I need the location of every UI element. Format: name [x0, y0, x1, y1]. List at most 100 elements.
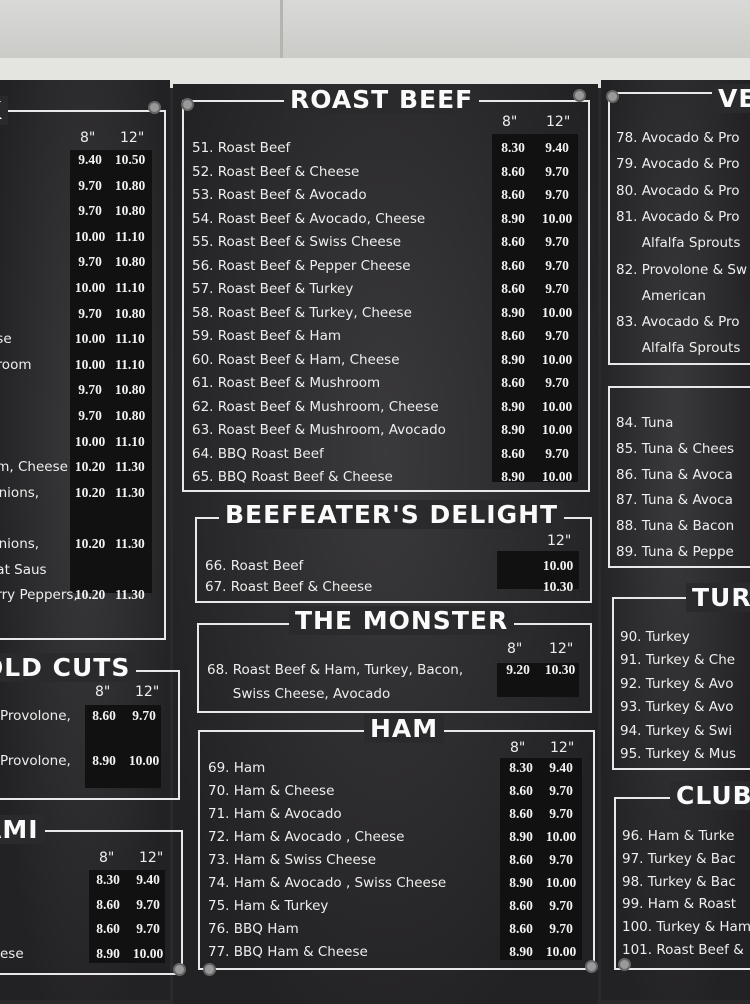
menu-item[interactable]: 67. Roast Beef & Cheese 10.30 [197, 579, 590, 601]
menu-item-name: 66. Roast Beef [205, 558, 304, 574]
menu-item[interactable]: 95. Turkey & Mus [614, 746, 750, 768]
menu-item[interactable]: 79. Avocado & Pro [610, 156, 750, 178]
size-8-inch-header: 8" [95, 684, 111, 700]
price-8-inch: 8.60 [509, 783, 533, 798]
menu-item[interactable]: 9.70 10.80 [0, 306, 164, 328]
menu-item[interactable]: 94. Turkey & Swi [614, 723, 750, 745]
menu-item[interactable]: 93. Turkey & Avo [614, 699, 750, 721]
menu-item[interactable]: hroom 10.00 11.10 [0, 357, 164, 379]
price-8-inch: 9.70 [78, 305, 102, 321]
menu-item[interactable]: 9.70 10.80 [0, 382, 164, 404]
price-12-inch: 10.00 [545, 875, 577, 890]
menu-item[interactable]: 88. Tuna & Bacon [610, 518, 750, 540]
price-8-inch: 10.00 [74, 433, 106, 449]
menu-item[interactable]: Alfalfa Sprouts [610, 235, 750, 257]
price-12-inch: 9.70 [545, 187, 569, 202]
menu-item[interactable]: 101. Roast Beef & [616, 942, 750, 964]
menu-item[interactable]: 9.70 10.80 [0, 203, 164, 225]
menu-item[interactable]: 10.00 11.10 [0, 434, 164, 456]
menu-item[interactable]: 73. Ham & Swiss Cheese 8.60 9.70 [200, 852, 593, 874]
menu-item[interactable]: 9.70 10.80 [0, 408, 164, 430]
menu-item[interactable]: 87. Tuna & Avoca [610, 492, 750, 514]
section-cold-cuts: 8" 12" Provolone, 8.60 9.70 Provolone, 8.90 10.… [0, 670, 180, 800]
menu-item[interactable]: 54. Roast Beef & Avocado, Cheese 8.90 10.0… [184, 211, 588, 233]
menu-item[interactable]: 92. Turkey & Avo [614, 676, 750, 698]
menu-item-name: erry Peppers, [0, 587, 78, 604]
menu-item[interactable]: 65. BBQ Roast Beef & Cheese 8.90 10.00 [184, 469, 588, 490]
menu-item[interactable]: 9.70 10.80 [0, 254, 164, 276]
menu-item[interactable]: 60. Roast Beef & Ham, Cheese 8.90 10.00 [184, 352, 588, 374]
menu-item[interactable]: 10.00 11.10 [0, 229, 164, 251]
price-8-inch: 8.60 [501, 187, 525, 202]
menu-item[interactable]: Onions, 10.20 11.30 [0, 485, 164, 507]
menu-item[interactable]: American [610, 288, 750, 310]
price-8-inch: 9.70 [78, 203, 102, 219]
menu-item-name: 92. Turkey & Avo [620, 675, 734, 692]
menu-item[interactable]: 83. Avocado & Pro [610, 314, 750, 336]
menu-item-name: eat Saus [0, 561, 47, 578]
menu-item[interactable]: 59. Roast Beef & Ham 8.60 9.70 [184, 328, 588, 350]
menu-item[interactable]: 69. Ham 8.30 9.40 [200, 760, 593, 782]
price-12-inch: 10.00 [541, 210, 573, 226]
menu-item[interactable] [0, 510, 164, 532]
menu-item[interactable]: 100. Turkey & Ham [616, 919, 750, 941]
menu-item[interactable]: 98. Turkey & Bac [616, 874, 750, 896]
menu-item[interactable]: eat Saus [0, 562, 164, 584]
menu-item[interactable]: 10.00 11.10 [0, 280, 164, 302]
menu-item[interactable]: om, Cheese 10.20 11.30 [0, 459, 164, 481]
price-8-inch: 8.60 [501, 281, 525, 296]
menu-item[interactable]: 74. Ham & Avocado , Swiss Cheese 8.90 10.0… [200, 875, 593, 897]
menu-item[interactable]: 66. Roast Beef 10.00 [197, 558, 590, 580]
menu-item[interactable]: 77. BBQ Ham & Cheese 8.90 10.00 [200, 944, 593, 966]
menu-item[interactable]: 96. Ham & Turke [616, 828, 750, 850]
menu-item[interactable]: 99. Ham & Roast [616, 896, 750, 918]
menu-item[interactable]: 91. Turkey & Che [614, 652, 750, 674]
menu-item[interactable]: 90. Turkey [614, 629, 750, 651]
menu-item[interactable]: 86. Tuna & Avoca [610, 467, 750, 489]
menu-item[interactable]: 9.40 10.50 [0, 152, 164, 174]
menu-item[interactable]: 89. Tuna & Peppe [610, 544, 750, 566]
menu-item[interactable]: 56. Roast Beef & Pepper Cheese 8.60 9.70 [184, 258, 588, 280]
price-8-inch: 8.60 [96, 896, 120, 912]
menu-item[interactable]: 81. Avocado & Pro [610, 209, 750, 231]
menu-item[interactable]: 58. Roast Beef & Turkey, Cheese 8.90 10.00 [184, 305, 588, 327]
menu-item[interactable]: 52. Roast Beef & Cheese 8.60 9.70 [184, 164, 588, 186]
menu-item-name: Onions, [0, 536, 40, 552]
menu-item-name: Alfalfa Sprouts [616, 235, 741, 252]
menu-item[interactable]: 53. Roast Beef & Avocado 8.60 9.70 [184, 187, 588, 209]
menu-item[interactable]: 8.30 9.40 [0, 872, 181, 894]
menu-item[interactable]: Provolone, 8.90 10.00 [0, 753, 178, 775]
menu-item[interactable]: 71. Ham & Avocado 8.60 9.70 [200, 806, 593, 828]
menu-item[interactable]: Alfalfa Sprouts [610, 340, 750, 362]
menu-item[interactable]: 64. BBQ Roast Beef 8.60 9.70 [184, 446, 588, 468]
menu-item[interactable]: ese 8.90 10.00 [0, 946, 181, 968]
menu-item[interactable] [0, 731, 178, 753]
menu-item[interactable]: Provolone, 8.60 9.70 [0, 708, 178, 730]
menu-item[interactable]: 72. Ham & Avocado , Cheese 8.90 10.00 [200, 829, 593, 851]
menu-item[interactable]: 57. Roast Beef & Turkey 8.60 9.70 [184, 281, 588, 303]
menu-item[interactable]: 97. Turkey & Bac [616, 851, 750, 873]
menu-item[interactable]: 76. BBQ Ham 8.60 9.70 [200, 921, 593, 943]
menu-item[interactable]: 68. Roast Beef & Ham, Turkey, Bacon, 9.20… [199, 662, 590, 684]
menu-item[interactable]: ese 10.00 11.10 [0, 331, 164, 353]
menu-item[interactable]: erry Peppers,10.20 11.30 [0, 587, 164, 609]
menu-item[interactable]: 61. Roast Beef & Mushroom 8.60 9.70 [184, 375, 588, 397]
menu-item[interactable]: 82. Provolone & Sw [610, 262, 750, 284]
section-roast-beef: 8" 12" 51. Roast Beef 8.30 9.40 52. Roast Bee… [182, 100, 590, 492]
menu-item[interactable]: 9.70 10.80 [0, 178, 164, 200]
menu-item[interactable]: 70. Ham & Cheese 8.60 9.70 [200, 783, 593, 805]
menu-item[interactable]: 62. Roast Beef & Mushroom, Cheese 8.90 10.… [184, 399, 588, 421]
menu-item[interactable]: 8.60 9.70 [0, 897, 181, 919]
section-pastrami: 8" 12" 8.30 9.40 8.60 9.70 8.60 9.70 ese 8.90 10.0… [0, 830, 183, 975]
menu-item[interactable]: 63. Roast Beef & Mushroom, Avocado 8.90 10… [184, 422, 588, 444]
menu-item[interactable]: 55. Roast Beef & Swiss Cheese 8.60 9.70 [184, 234, 588, 256]
menu-item[interactable]: 78. Avocado & Pro [610, 130, 750, 152]
menu-item[interactable]: Swiss Cheese, Avocado [199, 686, 590, 708]
menu-item[interactable]: 51. Roast Beef 8.30 9.40 [184, 140, 588, 162]
menu-item[interactable]: 85. Tuna & Chees [610, 441, 750, 463]
menu-item[interactable]: 75. Ham & Turkey 8.60 9.70 [200, 898, 593, 920]
menu-item[interactable]: Onions, 10.20 11.30 [0, 536, 164, 558]
menu-item[interactable]: 84. Tuna [610, 415, 750, 437]
menu-item[interactable]: 80. Avocado & Pro [610, 183, 750, 205]
menu-item[interactable]: 8.60 9.70 [0, 921, 181, 943]
